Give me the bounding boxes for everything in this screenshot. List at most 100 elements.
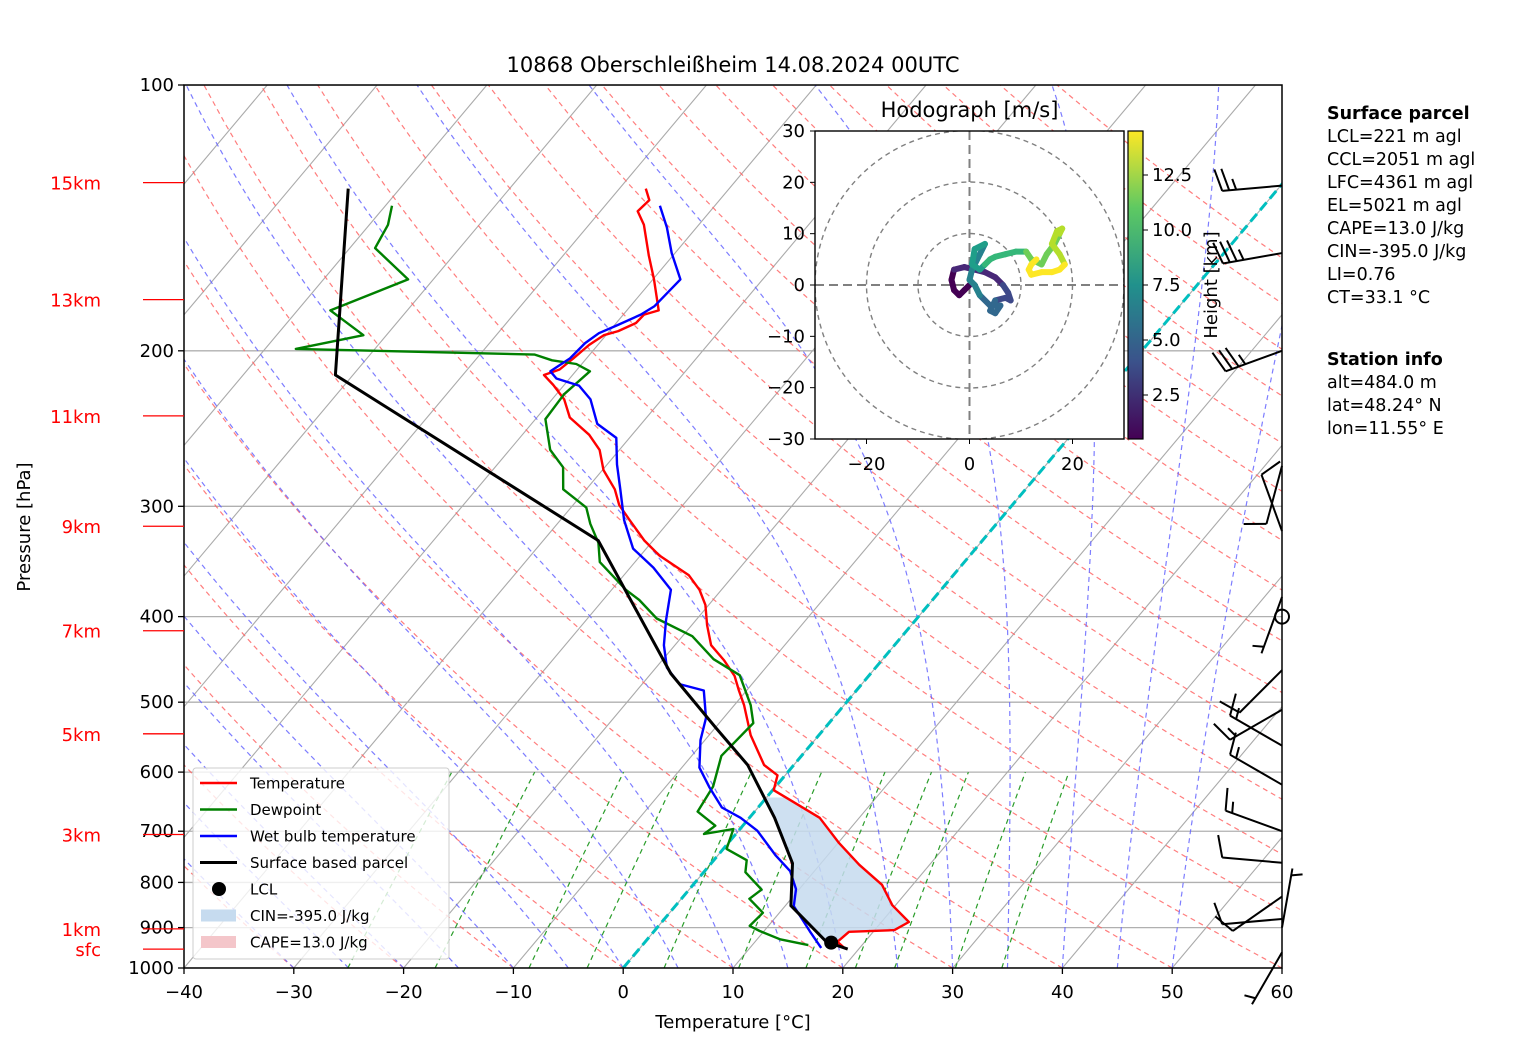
hodograph-title: Hodograph [m/s] [881, 98, 1059, 122]
barb-half-flag [1237, 354, 1247, 365]
wind-barb [1213, 708, 1283, 741]
height-marker-label: 13km [50, 291, 101, 312]
y-axis-label: Pressure [hPa] [14, 462, 35, 591]
info-line-ct: CT=33.1 °C [1327, 288, 1431, 308]
wind-barb [1212, 240, 1283, 265]
y-tick-label: 100 [140, 75, 174, 96]
wind-barb [1219, 669, 1283, 714]
station-info-panel: Station info alt=484.0 m lat=48.24° N lo… [1327, 349, 1444, 441]
barb-flag [1219, 241, 1231, 263]
barb-flag [1218, 349, 1234, 370]
height-marker-label: 11km [50, 407, 101, 428]
calm-circle [1274, 608, 1290, 625]
dry-adiabat [260, 85, 1282, 968]
barb-flag [1220, 168, 1231, 191]
wind-barb [1281, 868, 1303, 928]
barb-shaft [1281, 868, 1294, 928]
barb-shaft [1222, 184, 1283, 192]
x-tick-label: 0 [617, 982, 628, 1003]
legend: Temperature Dewpoint Wet bulb temperature S… [192, 767, 450, 960]
wind-barb [1243, 465, 1283, 525]
wind-barb [1229, 732, 1283, 786]
axes: −40 −30 −20 −10 0 10 20 30 40 50 60100200300400500… [50, 75, 1293, 1003]
barb-shaft [1260, 474, 1283, 532]
y-tick-label: 600 [140, 762, 174, 783]
info-line-cape: CAPE=13.0 J/kg [1327, 219, 1465, 239]
legend-label: Wet bulb temperature [250, 828, 416, 846]
barb-flag [1229, 732, 1237, 755]
info-line-ccl: CCL=2051 m agl [1327, 150, 1476, 170]
moist-adiabat [416, 85, 899, 968]
wind-barb [1213, 902, 1283, 926]
y-tick-label: 700 [140, 821, 174, 842]
dry-adiabat [317, 85, 1282, 912]
mixing-ratio-line [854, 771, 933, 968]
x-tick-label: 10 [722, 982, 745, 1003]
x-axis-label: Temperature [°C] [654, 1012, 810, 1033]
moist-adiabat [184, 541, 569, 968]
isotherm [184, 85, 378, 316]
info-line-lfc: LFC=4361 m agl [1327, 173, 1474, 193]
y-tick-label: 500 [140, 692, 174, 713]
moist-adiabat [184, 615, 514, 968]
wind-barbs [1211, 168, 1303, 1005]
hodograph-plot [815, 131, 1124, 439]
barb-half-flag [1244, 994, 1256, 1000]
barb-half-flag [1252, 644, 1264, 648]
mixing-ratio-line [894, 771, 969, 968]
legend-swatch [201, 909, 236, 922]
barb-flag [1224, 347, 1240, 368]
y-tick-label: 1000 [128, 958, 174, 979]
lcl-marker [824, 935, 839, 950]
colorbar-tick-label: 10.0 [1152, 220, 1192, 241]
wind-barb [1274, 608, 1290, 625]
station-alt: alt=484.0 m [1327, 373, 1437, 393]
moist-adiabat [185, 85, 789, 968]
mixing-ratio-line [663, 771, 752, 968]
barb-flag [1224, 787, 1229, 811]
dry-adiabat [184, 362, 844, 968]
x-tick-label: 30 [941, 982, 964, 1003]
surface-parcel-title: Surface parcel [1327, 104, 1470, 124]
x-tick-label: −10 [494, 982, 532, 1003]
info-line-li: LI=0.76 [1327, 265, 1396, 285]
barb-shaft [1265, 465, 1283, 525]
barb-shaft [1225, 349, 1283, 373]
hodograph-segment [1028, 256, 1040, 268]
isotherm [952, 575, 1282, 968]
isotherm [184, 85, 707, 708]
colorbar-tick-label: 5.0 [1152, 330, 1181, 351]
barb-flag [1229, 693, 1237, 716]
mixing-ratio-line [586, 771, 680, 968]
barb-half-flag [1235, 746, 1240, 759]
cin-area [763, 797, 909, 948]
barb-shaft [1222, 917, 1283, 926]
wetbulb-line [549, 205, 823, 949]
legend-label: Dewpoint [250, 801, 321, 819]
parcel-line [333, 188, 849, 951]
dry-adiabat [184, 259, 953, 968]
dry-adiabat [772, 85, 1282, 493]
isotherm [842, 444, 1282, 968]
barb-flag [1260, 460, 1281, 476]
barb-half-flag [1291, 873, 1303, 877]
mixing-ratio-line [954, 771, 1026, 968]
hodograph-y-tick-label: −20 [767, 378, 805, 399]
hodograph-y-tick-label: 20 [782, 172, 805, 193]
wind-barb [1211, 347, 1283, 373]
info-line-lcl: LCL=221 m agl [1327, 127, 1462, 147]
x-tick-label: 20 [831, 982, 854, 1003]
wind-barb [1213, 168, 1283, 192]
moist-adiabat [184, 457, 624, 968]
barb-shaft [1222, 252, 1283, 265]
dry-adiabat [184, 463, 734, 968]
barb-half-flag [1237, 249, 1245, 261]
dewpoint-line [294, 205, 809, 947]
barb-shaft [1260, 596, 1283, 654]
legend-box [192, 767, 450, 960]
colorbar-tick-label: 2.5 [1152, 385, 1181, 406]
barb-flag [1226, 240, 1238, 262]
colorbar-tick-label: 7.5 [1152, 275, 1181, 296]
x-tick-label: −30 [275, 982, 313, 1003]
height-marker-label: 15km [50, 174, 101, 195]
